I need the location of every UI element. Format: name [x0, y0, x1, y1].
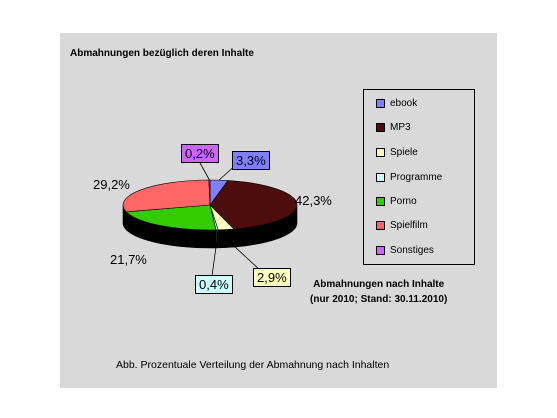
- legend-item-mp3: MP3: [376, 120, 411, 134]
- subtitle-line-1: Abmahnungen nach Inhalte: [313, 279, 445, 290]
- data-label-sonstiges: 0,2%: [181, 144, 219, 163]
- data-label-porno: 21,7%: [110, 252, 147, 267]
- legend-swatch: [376, 220, 385, 230]
- legend-item-ebook: ebook: [376, 96, 417, 110]
- chart-title: Abmahnungen bezüglich deren Inhalte: [70, 48, 254, 59]
- legend-item-programme: Programme: [376, 170, 442, 184]
- slice-porno: [125, 204, 217, 231]
- data-label-mp3: 42,3%: [295, 193, 332, 208]
- legend-item-spielfilm: Spielfilm: [376, 218, 428, 232]
- pie-slices: [122, 179, 298, 231]
- data-label-programme: 0,4%: [195, 275, 233, 294]
- legend-label: Sonstiges: [390, 244, 434, 256]
- legend-item-sonstiges: Sonstiges: [376, 243, 434, 257]
- data-label-spiele: 2,9%: [253, 268, 291, 287]
- legend-label: MP3: [390, 121, 411, 133]
- chart-legend: ebook MP3 Spiele Programme Porno Spielfi…: [363, 89, 475, 265]
- legend-label: Programme: [390, 171, 443, 183]
- legend-swatch: [376, 98, 385, 108]
- legend-item-porno: Porno: [376, 194, 417, 208]
- leader-line-spiele: [225, 238, 263, 273]
- slice-mp3: [209, 180, 298, 230]
- legend-swatch: [376, 147, 385, 157]
- legend-label: Porno: [390, 195, 417, 207]
- legend-item-spiele: Spiele: [376, 145, 418, 159]
- leader-line-sonstiges: [199, 162, 210, 181]
- legend-label: ebook: [390, 97, 418, 109]
- legend-swatch: [376, 245, 385, 255]
- subtitle-line-2: (nur 2010; Stand: 30.11.2010): [310, 294, 448, 305]
- figure-caption: Abb. Prozentuale Verteilung der Abmahnun…: [116, 359, 390, 371]
- slice-spielfilm: [122, 179, 211, 213]
- data-label-spielfilm: 29,2%: [93, 177, 130, 192]
- legend-swatch: [376, 196, 385, 206]
- legend-swatch: [376, 172, 385, 182]
- chart-subtitle: Abmahnungen nach Inhalte (nur 2010; Stan…: [310, 277, 447, 307]
- legend-label: Spiele: [390, 146, 418, 158]
- data-label-ebook: 3,3%: [232, 151, 270, 170]
- legend-swatch: [376, 122, 385, 132]
- legend-label: Spielfilm: [390, 219, 428, 231]
- slice-sonstiges: [208, 179, 211, 206]
- pie-3d-sides: [122, 205, 298, 249]
- leader-line-programme: [211, 238, 218, 277]
